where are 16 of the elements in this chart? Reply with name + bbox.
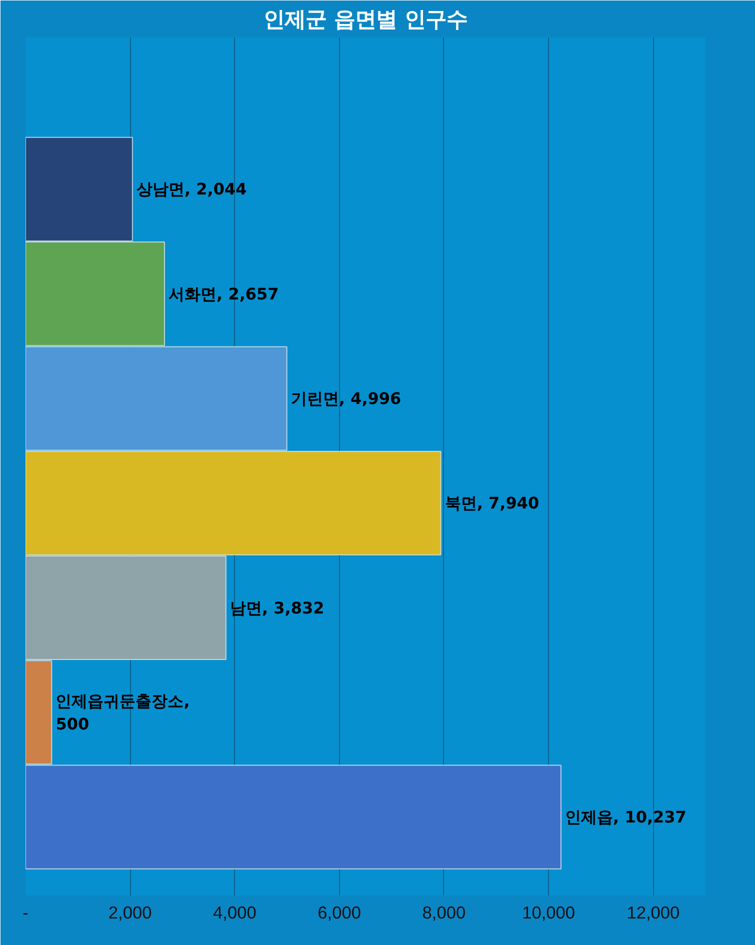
category-label: 인제읍, 10,237: [565, 808, 686, 827]
x-tick-label: 8,000: [422, 902, 466, 922]
x-tick-label: 10,000: [522, 902, 576, 922]
category-label: 남면, 3,832: [230, 598, 324, 618]
category-label: 인제읍귀둔출장소,: [56, 691, 190, 710]
x-tick-label: 4,000: [213, 902, 256, 922]
chart-title: 인제군 읍면별 인구수: [264, 8, 468, 32]
category-label: 북면, 7,940: [444, 494, 540, 513]
x-tick-label: 12,000: [626, 902, 680, 922]
category-label: 서화면, 2,657: [168, 284, 279, 304]
text: 500: [56, 714, 90, 734]
category-label: 기린면, 4,996: [290, 388, 402, 408]
x-tick-label: 2,000: [108, 902, 152, 922]
x-tick-label: -: [22, 902, 28, 922]
x-tick-label: 6,000: [318, 902, 362, 922]
category-label: 상남면, 2,044: [136, 180, 247, 199]
